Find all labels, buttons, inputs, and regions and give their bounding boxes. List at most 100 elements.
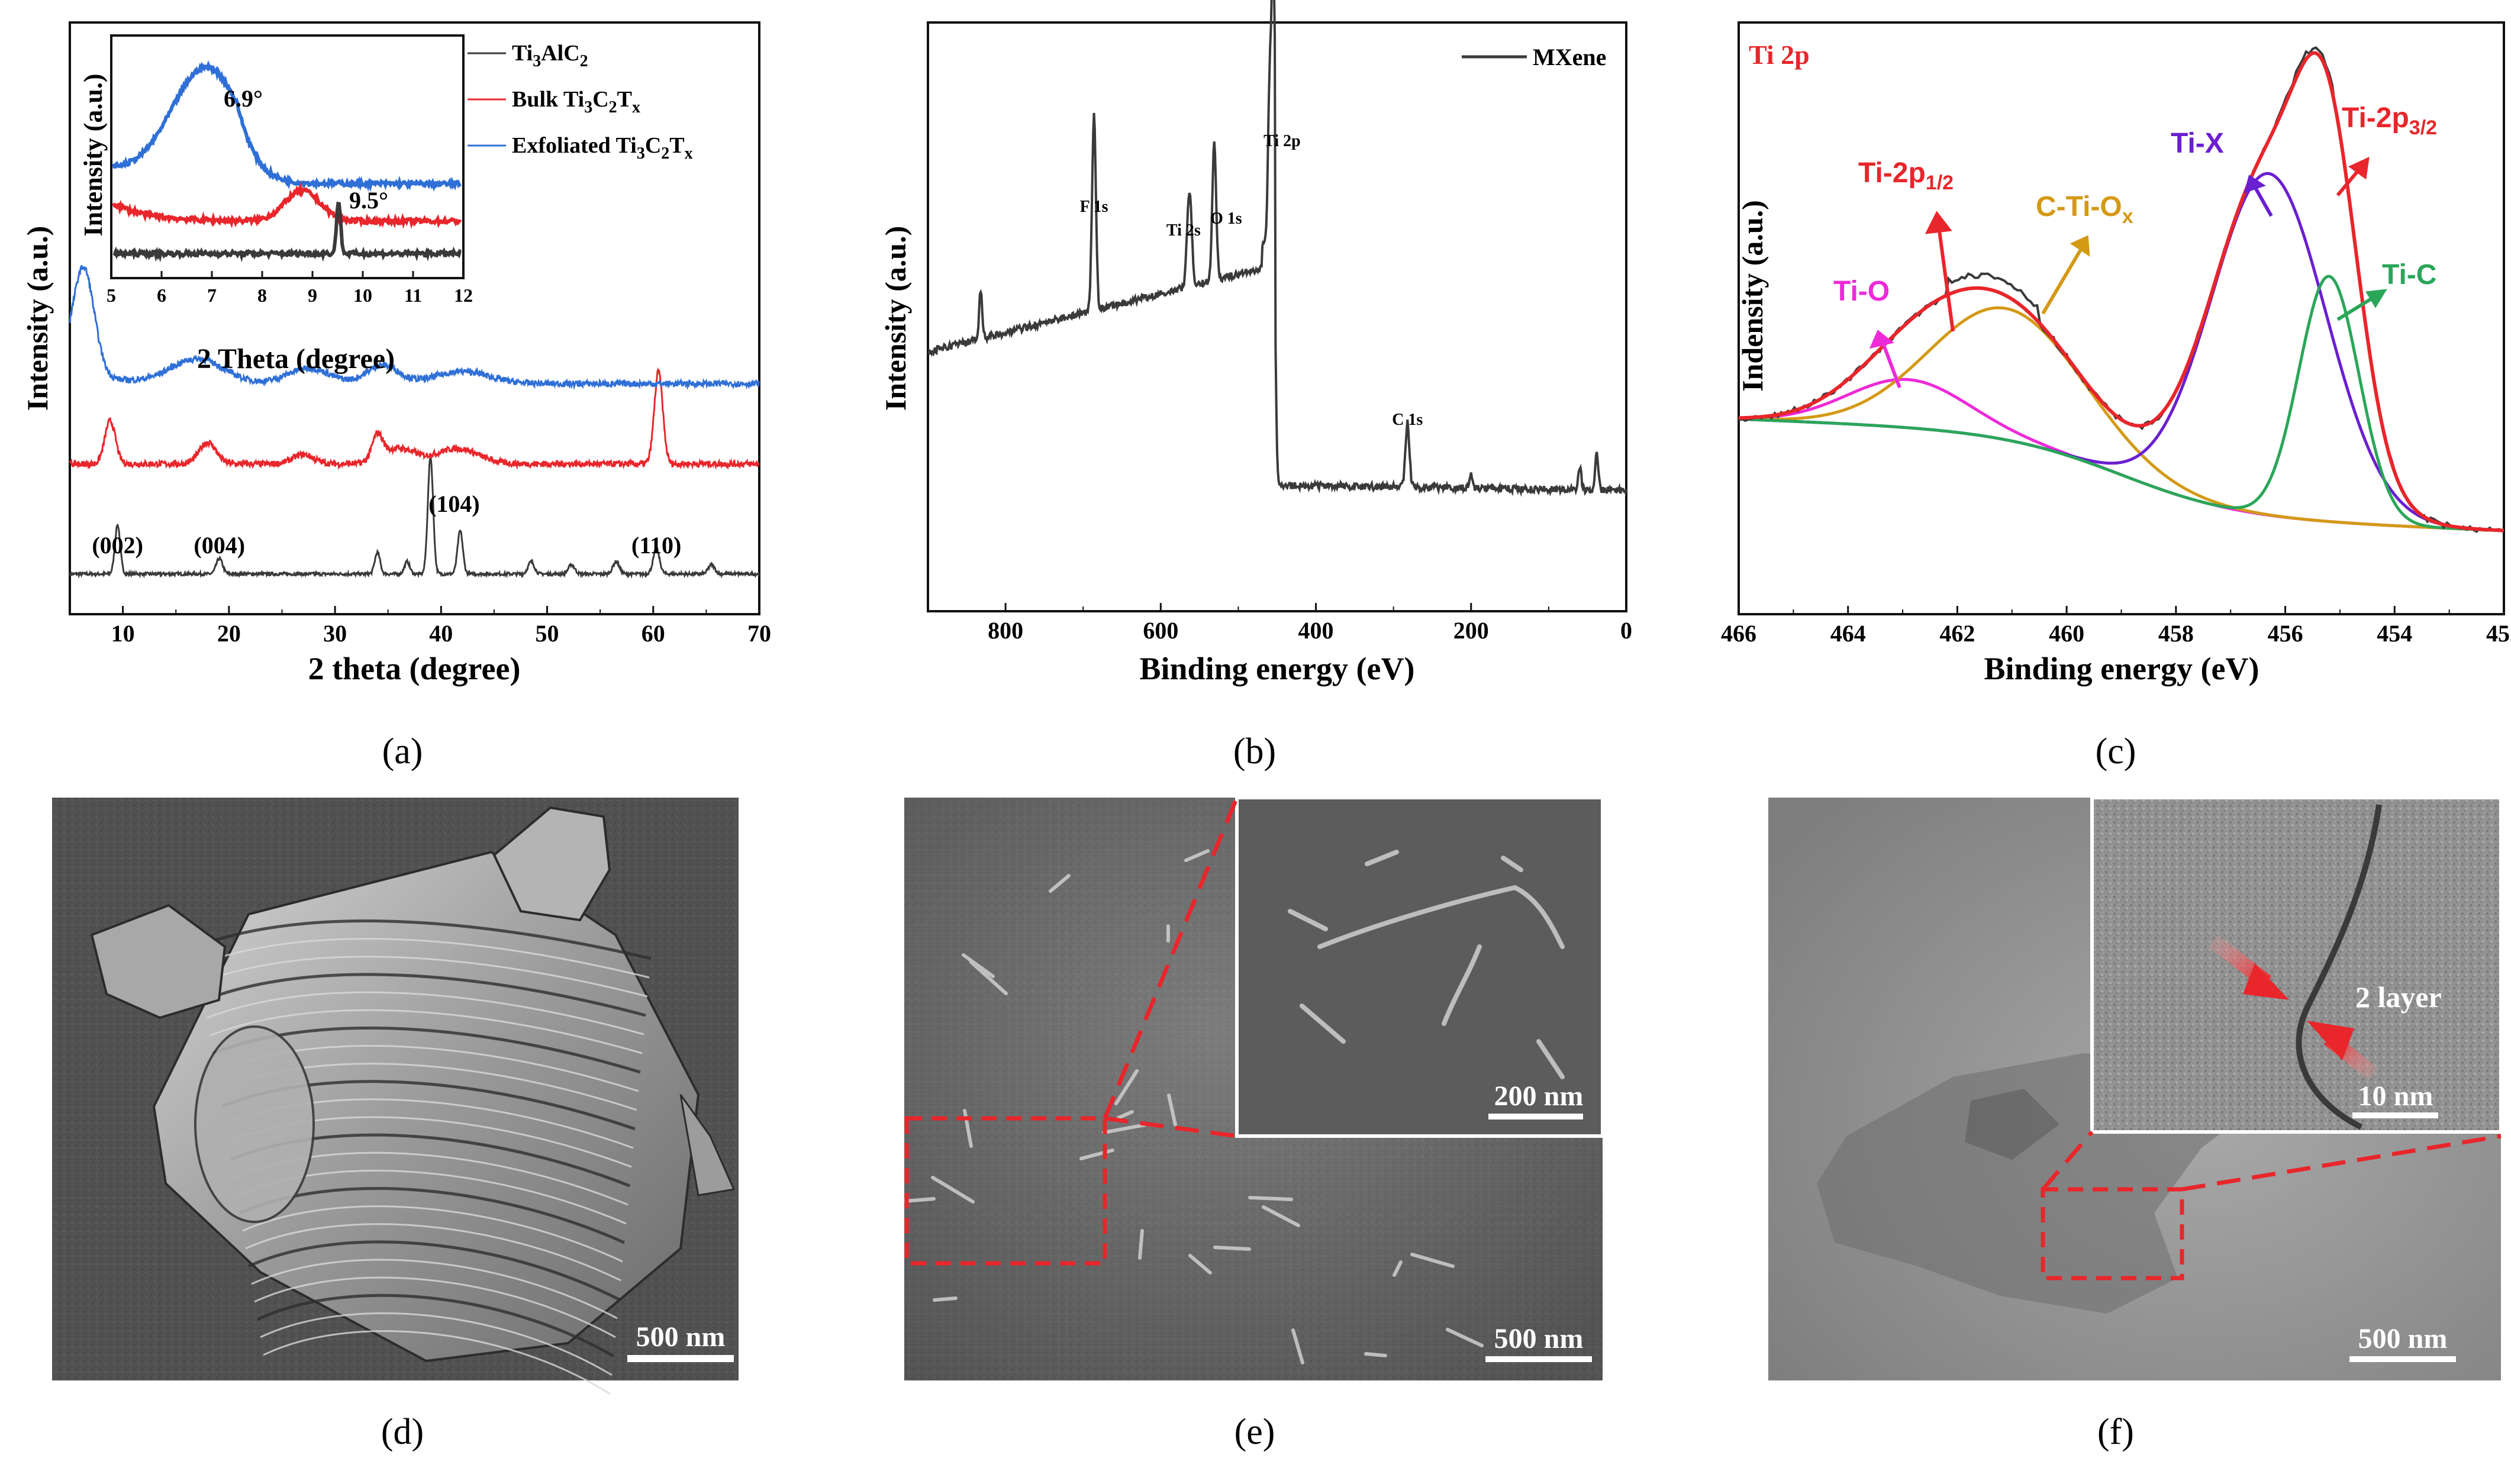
arrow-ti-x [2252,183,2273,217]
panel-f-flake-dark-region [1965,1089,2059,1160]
a-series-ti3alc2 [69,456,760,579]
panel-a-ylabel: Intensity (a.u.) [21,226,54,411]
crystal-layer-lines [194,920,652,1395]
b-peak-label: C 1s [1392,411,1423,429]
arrowhead-c-ti-ox [2070,235,2090,257]
e-wrinkle [1213,1246,1251,1251]
e-wrinkle [1114,1069,1139,1105]
panel-e-wrinkles [904,849,1484,1364]
panel-f: 2 layer 10 nm 500 nm (f) [1768,796,2503,1452]
panel-a-ticks [122,606,760,614]
panel-f-inset-scalebar-label: 10 nm [2358,1080,2433,1112]
a-series-exfoliated-ti3c2tx [69,265,760,391]
panel-f-scalebar-label: 500 nm [2358,1323,2448,1354]
c-component-ti-x [1739,172,2504,533]
a-series-bulk-ti3c2tx [69,367,760,470]
e-wrinkle [931,1176,975,1204]
e-inset-wrinkle [1365,850,1399,866]
c-xtick-label: 462 [1939,620,1975,647]
e-inset-wrinkle [1317,885,1565,949]
c-component-ti-c [1739,275,2504,533]
arrow-ti-o [1880,339,1901,389]
arrow-ti-c [2336,294,2377,321]
inset-series-1 [112,182,462,229]
e-inset-wrinkle [1442,944,1482,1026]
e-wrinkle [1446,1328,1484,1347]
e-wrinkle [1079,1149,1114,1160]
panel-e-inset-scalebar [1488,1114,1583,1120]
panel-d-scalebar-label: 500 nm [636,1321,726,1353]
crystal-top-flake [492,806,611,922]
crystal-layer [251,1259,618,1320]
panel-a-xlabel: 2 theta (degree) [308,651,521,686]
arrowhead-ti-2p32 [2348,156,2370,180]
b-xtick-label: 400 [1298,617,1334,644]
panel-f-scalebar [2349,1356,2456,1362]
panel-label-d: (d) [381,1412,424,1452]
crystal-terrace [194,1025,315,1223]
crystal-layer [263,1330,611,1395]
annotation-ti-2p12: Ti-2p1/2 [1858,157,1954,194]
panel-a-inset-frame [110,34,465,279]
e-wrinkle [1102,1123,1147,1134]
c-xtick-label: 454 [2377,620,2412,647]
inset-xtick-label: 12 [454,285,473,306]
a-xtick-label: 20 [217,620,241,647]
e-inset-wrinkle [1300,1004,1346,1044]
panel-f-inset-edge [2296,804,2382,1130]
panel-a-tick-labels: 10 20 30 40 50 60 70 [111,620,771,647]
crystal-layer [207,991,644,1035]
panel-f-inset-arrowhead-1 [2243,963,2289,1000]
panel-e-inset-scalebar-label: 200 nm [1494,1080,1584,1112]
inset-series-0 [112,60,462,192]
panel-f-inset-label: 2 layer [2355,980,2442,1014]
panel-c-xlabel: Binding energy (eV) [1984,651,2259,686]
c-xtick-label: 456 [2268,620,2303,647]
e-wrinkle [1393,1260,1403,1277]
annotation-ti-x: Ti-X [2171,128,2224,159]
panel-c-tick-labels: 466 464 462 460 458 456 454 452 [1721,620,2511,647]
panel-a-inset-series [112,60,462,263]
e-inset-wrinkle [1288,909,1328,931]
b-xtick-label: 600 [1143,617,1178,644]
panel-b-ticks [927,603,1627,611]
panel-b-legend-label: MXene [1533,44,1606,70]
panel-c-series [1738,46,2504,533]
e-wrinkle [1138,1229,1144,1260]
annotation-ti-o: Ti-O [1833,276,1890,307]
b-peak-label: Ti 2s [1166,221,1201,240]
panel-b-peak-labels: F 1s Ti 2s O 1s Ti 2p C 1s [1080,132,1423,429]
b-xtick-label: 200 [1453,617,1489,644]
panel-f-zoom-box [2041,1187,2184,1280]
crystal-layer [195,920,652,960]
b-peak-label: F 1s [1080,198,1108,216]
e-wrinkle [1188,1254,1212,1275]
arrowhead-ti-2p12 [1925,211,1952,234]
panel-b-xlabel: Binding energy (eV) [1140,651,1415,686]
c-xtick-label: 464 [1830,620,1866,647]
a-peak-label: (004) [194,532,245,559]
a-xtick-label: 70 [747,620,771,647]
panel-c-annotation-arrows [1869,156,2387,389]
panel-e-inset [1235,796,1604,1138]
e-wrinkle [1364,1352,1387,1357]
panel-c: 466 464 462 460 458 456 454 452 Ti 2p Binding e… [1721,21,2511,772]
e-wrinkle [1291,1328,1304,1364]
crystal-layer [198,938,650,979]
arrow-ti-2p12 [1936,221,1955,332]
e-wrinkle [962,953,995,978]
b-peak-label: Ti 2p [1263,132,1301,150]
e-wrinkle [1167,1093,1177,1127]
crystal-layer [256,1293,615,1358]
inset-xtick-label: 5 [107,285,116,306]
panel-a-legend: Ti3AlC2 Bulk Ti3C2Tx Exfoliated Ti3C2Tx [468,41,693,163]
crystal-layer [260,1312,613,1376]
panel-label-e: (e) [1234,1412,1275,1452]
panel-d: 500 nm (d) [52,798,739,1452]
annotation-c-ti-ox: C-Ti-Ox [2036,191,2133,228]
panel-c-ylabel: Indensity (a.u.) [1736,200,1769,392]
e-wrinkle [904,1197,936,1203]
inset-xtick-label: 9 [308,285,317,306]
panel-a-inset-xlabel: 2 Theta (degree) [197,343,395,375]
e-wrinkle [969,960,1008,995]
